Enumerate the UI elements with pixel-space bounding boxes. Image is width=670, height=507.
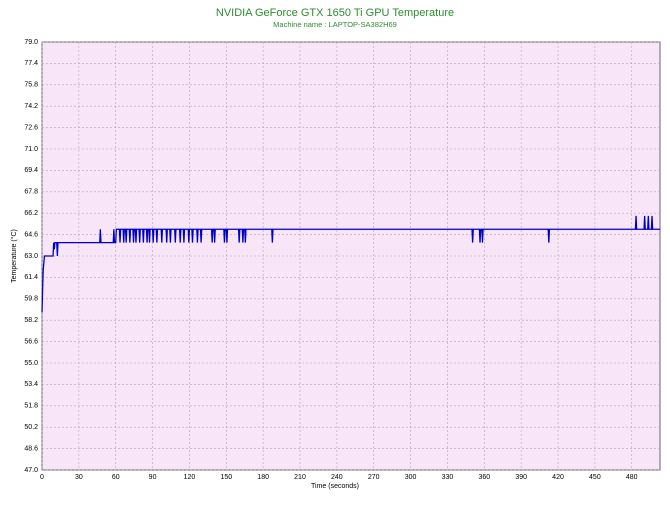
x-tick-label: 420 — [552, 474, 564, 481]
y-tick-label: 56.6 — [24, 338, 38, 345]
x-tick-label: 450 — [589, 474, 601, 481]
x-tick-label: 300 — [405, 474, 417, 481]
y-tick-label: 71.0 — [24, 146, 38, 153]
x-tick-label: 180 — [257, 474, 269, 481]
x-tick-label: 30 — [75, 474, 83, 481]
x-tick-label: 360 — [478, 474, 490, 481]
y-tick-label: 72.6 — [24, 124, 38, 131]
y-tick-label: 67.8 — [24, 189, 38, 196]
x-tick-label: 90 — [149, 474, 157, 481]
x-tick-label: 120 — [184, 474, 196, 481]
y-tick-label: 74.2 — [24, 103, 38, 110]
x-tick-label: 210 — [294, 474, 306, 481]
y-tick-label: 61.4 — [24, 274, 38, 281]
chart-subtitle: Machine name : LAPTOP-SA382H69 — [273, 20, 397, 29]
x-tick-label: 480 — [626, 474, 638, 481]
y-tick-label: 75.8 — [24, 82, 38, 89]
y-tick-label: 48.6 — [24, 445, 38, 452]
x-tick-label: 330 — [442, 474, 454, 481]
x-tick-label: 60 — [112, 474, 120, 481]
y-tick-label: 59.8 — [24, 296, 38, 303]
temperature-line — [41, 215, 660, 313]
y-tick-label: 47.0 — [24, 467, 38, 474]
y-tick-label: 51.8 — [24, 403, 38, 410]
y-tick-label: 79.0 — [24, 39, 38, 46]
y-tick-label: 63.0 — [24, 253, 38, 260]
y-tick-label: 55.0 — [24, 360, 38, 367]
x-axis-label: Time (seconds) — [311, 483, 359, 490]
x-tick-label: 270 — [368, 474, 380, 481]
y-tick-label: 53.4 — [24, 381, 38, 388]
y-tick-label: 77.4 — [24, 60, 38, 67]
x-tick-label: 240 — [331, 474, 343, 481]
x-tick-label: 0 — [40, 474, 44, 481]
chart-title: NVIDIA GeForce GTX 1650 Ti GPU Temperatu… — [216, 7, 454, 19]
x-tick-label: 390 — [515, 474, 527, 481]
y-tick-label: 50.2 — [24, 424, 38, 431]
y-tick-label: 66.2 — [24, 210, 38, 217]
y-tick-label: 69.4 — [24, 167, 38, 174]
y-tick-label: 64.6 — [24, 231, 38, 238]
y-axis-label: Temperature (°C) — [10, 229, 18, 283]
x-tick-label: 150 — [220, 474, 232, 481]
y-tick-label: 58.2 — [24, 317, 38, 324]
